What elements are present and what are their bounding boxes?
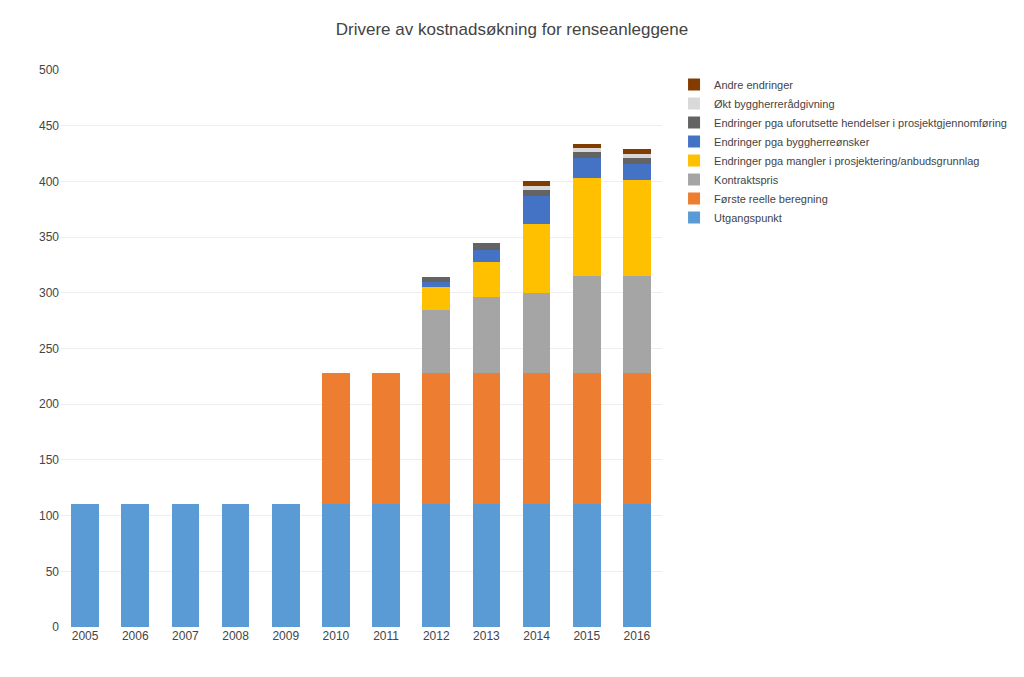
svg-text:Første reelle beregning: Første reelle beregning <box>714 193 828 205</box>
svg-text:2006: 2006 <box>122 629 149 643</box>
svg-text:150: 150 <box>39 453 59 467</box>
svg-text:500: 500 <box>39 63 59 77</box>
svg-text:2011: 2011 <box>373 629 399 643</box>
svg-text:2007: 2007 <box>172 629 199 643</box>
svg-text:Drivere av kostnadsøkning for: Drivere av kostnadsøkning for renseanleg… <box>336 20 688 39</box>
svg-text:Endringer pga uforutsette hend: Endringer pga uforutsette hendelser i pr… <box>714 117 1007 129</box>
svg-text:2014: 2014 <box>523 629 550 643</box>
svg-text:300: 300 <box>39 286 59 300</box>
svg-text:250: 250 <box>39 342 59 356</box>
svg-text:100: 100 <box>39 509 59 523</box>
svg-text:Endringer pga byggherreønsker: Endringer pga byggherreønsker <box>714 136 870 148</box>
svg-text:Utgangspunkt: Utgangspunkt <box>714 212 782 224</box>
svg-text:2015: 2015 <box>573 629 600 643</box>
svg-text:50: 50 <box>46 565 60 579</box>
svg-text:2012: 2012 <box>423 629 450 643</box>
svg-text:2013: 2013 <box>473 629 500 643</box>
svg-text:2009: 2009 <box>272 629 299 643</box>
svg-text:400: 400 <box>39 175 59 189</box>
svg-text:200: 200 <box>39 397 59 411</box>
svg-text:2016: 2016 <box>624 629 651 643</box>
svg-text:Kontraktspris: Kontraktspris <box>714 174 779 186</box>
svg-text:0: 0 <box>52 620 59 634</box>
svg-text:450: 450 <box>39 119 59 133</box>
svg-text:2008: 2008 <box>222 629 249 643</box>
svg-text:350: 350 <box>39 230 59 244</box>
svg-text:Andre endringer: Andre endringer <box>714 79 793 91</box>
svg-text:Økt byggherrerådgivning: Økt byggherrerådgivning <box>714 98 834 110</box>
svg-text:2010: 2010 <box>323 629 350 643</box>
svg-text:2005: 2005 <box>72 629 99 643</box>
svg-text:Endringer pga mangler i prosje: Endringer pga mangler i prosjektering/an… <box>714 155 979 167</box>
